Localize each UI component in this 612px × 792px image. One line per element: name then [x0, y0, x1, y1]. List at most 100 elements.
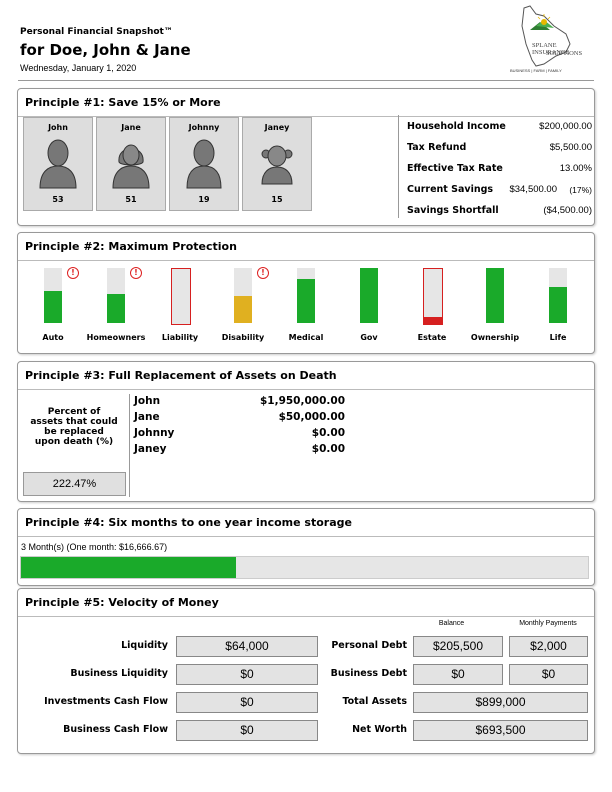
coverage-gauge-fill: [549, 287, 567, 323]
income-storage-progress-fill: [21, 557, 237, 578]
person-age: 53: [52, 195, 64, 204]
principle4-title: Principle #4: Six months to one year inc…: [25, 516, 352, 529]
personal-debt-balance: $205,500: [413, 636, 503, 657]
effective-tax-rate-value: 13.00%: [559, 163, 592, 174]
principle5-title: Principle #5: Velocity of Money: [25, 596, 219, 609]
warning-icon: !: [130, 267, 142, 279]
principle2-title: Principle #2: Maximum Protection: [25, 240, 237, 253]
household-income-value: $200,000.00: [539, 121, 592, 132]
adult-female-icon: [112, 144, 150, 189]
coverage-label: Life: [549, 333, 567, 342]
balance-column-header: Balance: [438, 620, 465, 627]
report-date: Wednesday, January 1, 2020: [20, 63, 137, 73]
coverage-gauge-medical: [297, 268, 315, 323]
income-storage-subtitle: 3 Month(s) (One month: $16,666.67): [21, 542, 168, 552]
beneficiary-value: $0.00: [311, 427, 345, 439]
warning-icon: !: [257, 267, 269, 279]
person-card: Johnny 19: [169, 117, 239, 211]
company-logo: SPLANE INSURANCE SOLUTIONS BUSINESS | FA…: [508, 4, 592, 76]
current-savings-percent: (17%): [569, 185, 592, 195]
business-debt-monthly: $0: [509, 664, 588, 685]
logo-tagline: BUSINESS | FARM | FAMILY: [510, 68, 562, 73]
section-divider: [18, 260, 594, 261]
header-divider: [18, 80, 594, 81]
tax-refund-label: Tax Refund: [407, 142, 467, 153]
coverage-gauge-fill: [107, 294, 125, 323]
person-age: 19: [198, 195, 210, 204]
effective-tax-rate-label: Effective Tax Rate: [407, 163, 503, 174]
coverage-gauge-liability: [171, 268, 191, 325]
beneficiary-name: Janey: [134, 443, 167, 455]
business-cash-flow-label: Business Cash Flow: [63, 724, 168, 735]
beneficiary-value: $1,950,000.00: [259, 395, 345, 407]
principle1-title: Principle #1: Save 15% or More: [25, 96, 221, 109]
person-name: Johnny: [188, 123, 220, 132]
coverage-label: Gov: [360, 333, 378, 342]
coverage-label: Estate: [417, 333, 447, 342]
adult-male-icon: [39, 139, 77, 189]
investments-cash-flow-value: $0: [176, 692, 318, 713]
coverage-gauge-auto: [44, 268, 62, 323]
beneficiary-value: $50,000.00: [278, 411, 345, 423]
beneficiary-name: Johnny: [134, 427, 175, 439]
section-divider: [18, 116, 594, 117]
logo-brand-line2: SOLUTIONS: [546, 50, 583, 57]
current-savings-label: Current Savings: [407, 184, 494, 195]
person-card: Jane 51: [96, 117, 166, 211]
total-assets-value: $899,000: [413, 692, 588, 713]
person-age: 15: [271, 195, 283, 204]
client-name: for Doe, John & Jane: [20, 41, 191, 59]
savings-shortfall-value: ($4,500.00): [543, 205, 592, 216]
liquidity-value: $64,000: [176, 636, 318, 657]
beneficiary-name: Jane: [134, 411, 160, 423]
coverage-label: Liability: [161, 333, 199, 342]
investments-cash-flow-label: Investments Cash Flow: [44, 696, 168, 707]
coverage-gauge-life: [549, 268, 567, 323]
coverage-gauge-homeowners: [107, 268, 125, 323]
total-assets-label: Total Assets: [342, 696, 407, 707]
person-name: Janey: [264, 123, 290, 132]
coverage-label: Auto: [42, 333, 64, 342]
section-divider: [18, 616, 594, 617]
savings-shortfall-label: Savings Shortfall: [407, 205, 499, 216]
principle3-title: Principle #3: Full Replacement of Assets…: [25, 369, 337, 382]
current-savings-value: $34,500.00: [509, 184, 557, 195]
person-name: Jane: [121, 123, 141, 132]
coverage-gauge-fill: [234, 295, 252, 323]
business-liquidity-value: $0: [176, 664, 318, 685]
section-divider: [18, 389, 594, 390]
liquidity-label: Liquidity: [121, 640, 168, 651]
person-name: John: [48, 123, 68, 132]
household-income-label: Household Income: [407, 121, 506, 132]
monthly-payments-column-header: Monthly Payments: [519, 620, 577, 627]
section-divider: [18, 536, 594, 537]
business-liquidity-label: Business Liquidity: [70, 668, 168, 679]
young-male-icon: [186, 139, 222, 189]
net-worth-label: Net Worth: [352, 724, 407, 735]
coverage-gauge-fill: [360, 268, 378, 323]
business-debt-label: Business Debt: [330, 668, 407, 679]
person-card: John 53: [23, 117, 93, 211]
beneficiary-name: John: [134, 395, 161, 407]
snapshot-title: Personal Financial Snapshot™: [20, 27, 173, 37]
logo-brand-line1: SPLANE INSURANCE: [532, 42, 570, 56]
young-female-icon: [261, 145, 293, 185]
person-age: 51: [125, 195, 137, 204]
coverage-gauge-fill: [44, 291, 62, 323]
coverage-label: Ownership: [470, 333, 520, 342]
warning-icon: !: [67, 267, 79, 279]
coverage-gauge-fill: [486, 268, 504, 323]
coverage-gauge-disability: [234, 268, 252, 323]
tax-refund-value: $5,500.00: [549, 142, 592, 153]
net-worth-value: $693,500: [413, 720, 588, 741]
personal-debt-monthly: $2,000: [509, 636, 588, 657]
coverage-gauge-ownership: [486, 268, 504, 323]
percent-replaced-value: 222.47%: [23, 472, 126, 496]
coverage-label: Disability: [221, 333, 265, 342]
coverage-label: Medical: [288, 333, 324, 342]
business-cash-flow-value: $0: [176, 720, 318, 741]
column-divider: [398, 115, 399, 218]
coverage-gauge-fill: [424, 316, 442, 324]
coverage-gauge-fill: [297, 279, 315, 323]
income-storage-progress: [20, 556, 589, 579]
